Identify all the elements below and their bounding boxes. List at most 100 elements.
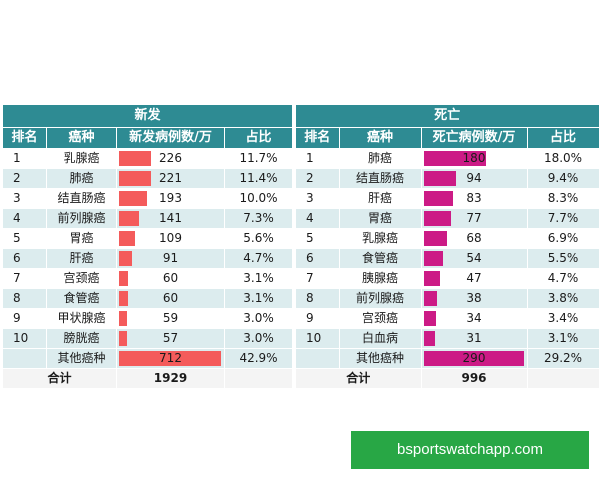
data-bar (423, 291, 437, 306)
table-row: 6 食管癌 54 5.5% (294, 248, 600, 269)
cases-bar-cell: 193 (116, 188, 225, 209)
table-row: 3 肝癌 83 8.3% (294, 188, 600, 209)
rank-cell: 2 (294, 168, 340, 189)
share-cell: 3.1% (224, 268, 293, 289)
share-cell: 9.4% (526, 168, 600, 189)
table-row: 其他癌种 712 42.9% (2, 348, 293, 369)
share-cell: 11.4% (224, 168, 293, 189)
table-row: 4 前列腺癌 141 7.3% (2, 208, 293, 229)
data-bar (423, 231, 447, 246)
cases-value: 77 (466, 211, 482, 225)
data-bar (423, 271, 440, 286)
col-header-cancer: 癌种 (338, 127, 422, 149)
cases-value: 83 (466, 191, 482, 205)
data-bar (423, 151, 486, 166)
rank-cell: 7 (2, 268, 47, 289)
cancer-name-cell: 白血病 (338, 328, 422, 349)
cancer-name-cell: 甲状腺癌 (46, 308, 117, 329)
cases-value: 68 (466, 231, 482, 245)
table-row: 8 前列腺癌 38 3.8% (294, 288, 600, 309)
cases-bar-cell: 109 (116, 228, 225, 249)
data-bar (423, 171, 456, 186)
rank-cell: 9 (2, 308, 47, 329)
rank-cell: 3 (294, 188, 340, 209)
total-row: 合计 1929 (2, 368, 293, 389)
total-row: 合计 996 (294, 368, 600, 389)
table-row: 6 肝癌 91 4.7% (2, 248, 293, 269)
data-bar (119, 331, 127, 346)
cases-bar-cell: 59 (116, 308, 225, 329)
share-cell: 10.0% (224, 188, 293, 209)
share-cell: 11.7% (224, 148, 293, 169)
share-cell: 8.3% (526, 188, 600, 209)
rank-cell: 6 (2, 248, 47, 269)
cancer-name-cell: 肺癌 (338, 148, 422, 169)
cases-value: 141 (159, 211, 182, 225)
group-title-new: 新发 (2, 104, 293, 128)
data-bar (423, 251, 443, 266)
total-value: 1929 (116, 368, 225, 389)
cases-value: 60 (162, 291, 179, 305)
cancer-name-cell: 胰腺癌 (338, 268, 422, 289)
table-row: 5 胃癌 109 5.6% (2, 228, 293, 249)
share-cell: 3.4% (526, 308, 600, 329)
table-row: 2 肺癌 221 11.4% (2, 168, 293, 189)
total-label: 合计 (294, 368, 422, 389)
rank-cell: 1 (294, 148, 340, 169)
cancer-name-cell: 肝癌 (338, 188, 422, 209)
cases-bar-cell: 141 (116, 208, 225, 229)
share-cell: 3.0% (224, 308, 293, 329)
data-bar (119, 291, 128, 306)
table-row: 3 结直肠癌 193 10.0% (2, 188, 293, 209)
cases-value: 226 (159, 151, 182, 165)
rank-cell (294, 348, 340, 369)
table-row: 9 甲状腺癌 59 3.0% (2, 308, 293, 329)
total-label: 合计 (2, 368, 117, 389)
cases-value: 712 (159, 351, 182, 365)
data-bar (119, 271, 128, 286)
data-bar (423, 331, 435, 346)
col-header-share: 占比 (224, 127, 293, 149)
cases-bar-cell: 91 (116, 248, 225, 269)
cases-value: 59 (162, 311, 179, 325)
share-cell: 3.8% (526, 288, 600, 309)
total-empty-cell (526, 368, 600, 389)
cases-bar-cell: 94 (420, 168, 528, 189)
cases-bar-cell: 57 (116, 328, 225, 349)
table-row: 7 宫颈癌 60 3.1% (2, 268, 293, 289)
cases-bar-cell: 38 (420, 288, 528, 309)
cases-bar-cell: 54 (420, 248, 528, 269)
cases-value: 47 (466, 271, 482, 285)
watermark-banner: bsportswatchapp.com (351, 431, 589, 469)
data-bar (423, 311, 436, 326)
cancer-name-cell: 乳腺癌 (338, 228, 422, 249)
group-title-deaths: 死亡 (294, 104, 600, 128)
table-row: 7 胰腺癌 47 4.7% (294, 268, 600, 289)
cancer-name-cell: 结直肠癌 (46, 188, 117, 209)
share-cell: 3.0% (224, 328, 293, 349)
data-bar (119, 191, 147, 206)
cases-value: 94 (466, 171, 482, 185)
cases-bar-cell: 83 (420, 188, 528, 209)
cases-value: 34 (466, 311, 482, 325)
table-row: 其他癌种 290 29.2% (294, 348, 600, 369)
cases-value: 54 (466, 251, 482, 265)
rank-cell (2, 348, 47, 369)
table-row: 1 肺癌 180 18.0% (294, 148, 600, 169)
table-row: 10 膀胱癌 57 3.0% (2, 328, 293, 349)
share-cell: 18.0% (526, 148, 600, 169)
data-bar (119, 211, 139, 226)
cancer-name-cell: 胃癌 (46, 228, 117, 249)
table-row: 9 宫颈癌 34 3.4% (294, 308, 600, 329)
data-bar (119, 171, 151, 186)
share-cell: 3.1% (224, 288, 293, 309)
cancer-name-cell: 结直肠癌 (338, 168, 422, 189)
cases-bar-cell: 68 (420, 228, 528, 249)
col-header-cancer: 癌种 (46, 127, 117, 149)
share-cell: 6.9% (526, 228, 600, 249)
col-header-deaths: 死亡病例数/万 (420, 127, 528, 149)
data-bar (423, 191, 453, 206)
cases-value: 91 (162, 251, 179, 265)
cases-bar-cell: 712 (116, 348, 225, 369)
cases-value: 180 (462, 151, 486, 165)
